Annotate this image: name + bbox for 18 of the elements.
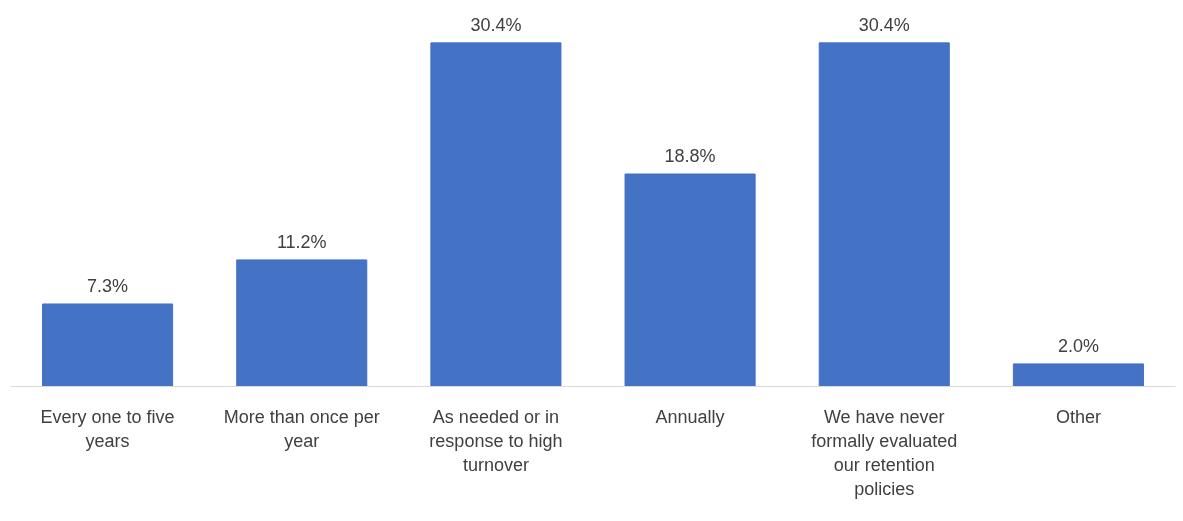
x-tick-label: As needed or in response to high turnover [429, 406, 563, 475]
data-label: 2.0% [1057, 335, 1099, 356]
data-label: 7.3% [87, 275, 129, 296]
x-tick-label: More than once per year [223, 406, 380, 451]
bar [430, 42, 562, 387]
x-tick-label: Other [1055, 406, 1101, 427]
bar [42, 303, 174, 387]
data-label: 18.8% [664, 145, 716, 166]
data-label: 30.4% [858, 14, 910, 35]
x-tick-label: Annually [655, 406, 725, 427]
bar [1012, 363, 1144, 387]
bar [624, 173, 756, 387]
data-label: 30.4% [470, 14, 522, 35]
x-tick-label: Every one to five years [40, 406, 175, 451]
x-tick-label: We have never formally evaluated our retention policies [811, 406, 958, 499]
data-label: 11.2% [276, 231, 327, 252]
bar [236, 259, 368, 387]
bar [818, 42, 950, 387]
